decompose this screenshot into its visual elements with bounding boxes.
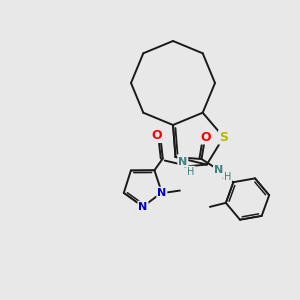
- Text: H: H: [224, 172, 231, 182]
- Text: S: S: [219, 130, 228, 144]
- Text: N: N: [138, 202, 148, 212]
- Text: N: N: [178, 157, 188, 166]
- Text: N: N: [157, 188, 167, 198]
- Text: H: H: [187, 167, 194, 177]
- Text: N: N: [214, 165, 223, 175]
- Text: O: O: [200, 130, 211, 143]
- Text: O: O: [152, 129, 162, 142]
